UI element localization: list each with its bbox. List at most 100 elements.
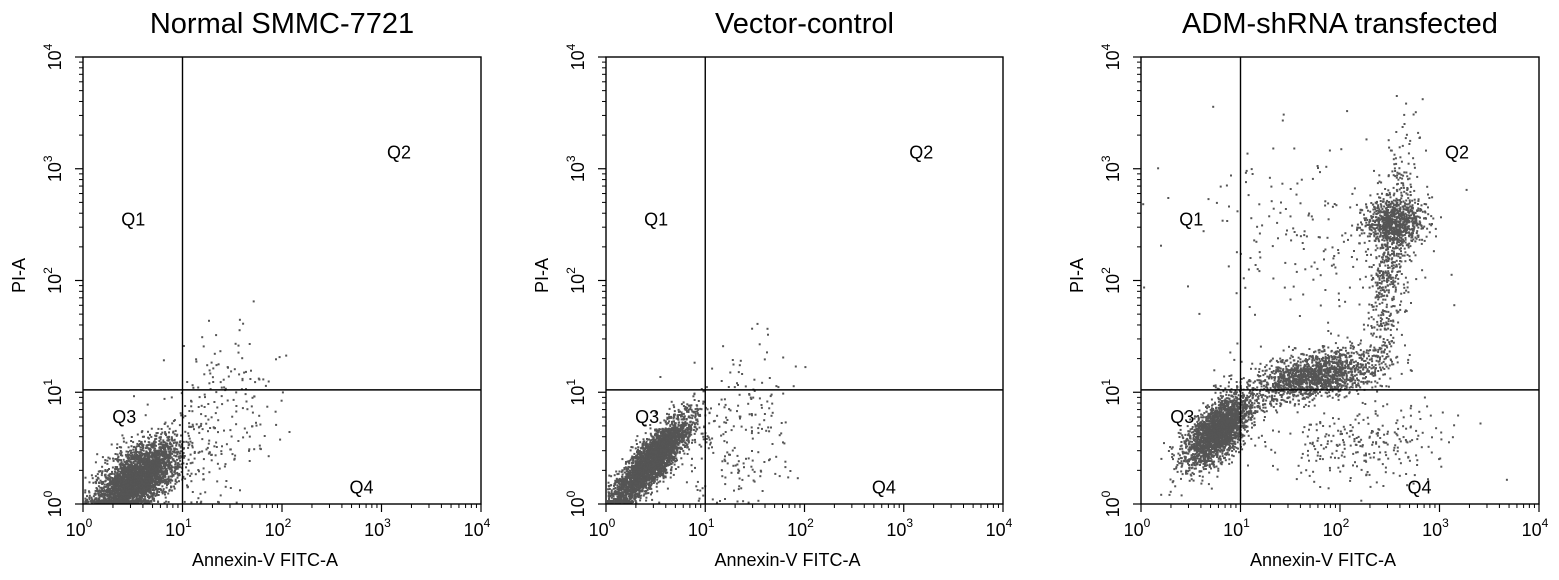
data-point [136, 461, 139, 464]
data-point [180, 445, 183, 448]
data-point [214, 454, 217, 457]
data-point [105, 477, 108, 480]
data-point [227, 366, 229, 369]
data-point [242, 436, 245, 439]
data-point [133, 499, 136, 502]
data-point [144, 440, 146, 443]
data-point [281, 391, 284, 394]
data-point [131, 458, 134, 461]
data-point [132, 483, 135, 486]
data-point [179, 412, 182, 415]
data-point [141, 449, 144, 452]
data-point [137, 470, 140, 472]
data-point [679, 430, 682, 433]
data-point [210, 454, 213, 456]
data-point [96, 453, 99, 456]
data-point [176, 448, 179, 451]
data-point [114, 476, 117, 479]
data-point [104, 498, 107, 501]
y-tick-label: 104 [41, 43, 65, 70]
data-point [118, 494, 121, 497]
data-point [119, 491, 122, 494]
data-point [158, 440, 161, 442]
data-point [120, 454, 122, 457]
data-point [174, 480, 177, 483]
data-point [154, 468, 156, 471]
data-point [162, 441, 165, 443]
data-point [154, 447, 157, 450]
data-point [129, 454, 132, 457]
data-point [158, 453, 161, 456]
data-point [168, 431, 170, 434]
data-point [94, 489, 97, 492]
data-point [165, 450, 168, 453]
data-point [144, 487, 147, 490]
data-point [153, 443, 156, 446]
data-point [141, 480, 144, 483]
data-point [110, 499, 113, 502]
data-point [126, 473, 129, 476]
data-point [668, 420, 671, 423]
data-point [217, 431, 219, 434]
data-point [113, 473, 116, 476]
data-point [148, 475, 151, 478]
data-point [238, 373, 241, 376]
data-point [201, 450, 204, 453]
data-point [184, 430, 187, 433]
y-tick-label: 102 [41, 267, 65, 294]
data-point [146, 487, 149, 490]
data-point [128, 486, 131, 489]
data-point [157, 481, 160, 484]
data-point [210, 361, 213, 364]
data-point [231, 415, 234, 418]
data-point [217, 419, 220, 422]
data-point [190, 480, 193, 483]
data-point [156, 466, 159, 469]
data-point [166, 482, 169, 485]
data-point [169, 453, 171, 456]
data-point [693, 393, 696, 396]
data-point [149, 455, 152, 458]
data-point [144, 447, 147, 450]
data-point [126, 475, 129, 478]
x-tick-label: 100 [66, 516, 93, 540]
data-point [127, 446, 130, 449]
data-point [157, 463, 160, 466]
data-point [152, 498, 155, 501]
data-point [621, 473, 624, 476]
data-point [166, 484, 168, 486]
data-point [163, 456, 166, 459]
data-point [241, 357, 244, 360]
data-point [100, 492, 103, 495]
data-point [157, 454, 160, 457]
data-point [129, 492, 132, 494]
data-point [191, 446, 194, 449]
data-point [164, 442, 167, 445]
data-point [161, 492, 164, 495]
data-point [215, 446, 218, 448]
data-point [111, 470, 113, 473]
data-point [114, 466, 117, 468]
data-point [224, 387, 227, 390]
data-point [144, 452, 147, 455]
data-point [158, 457, 161, 460]
data-point [105, 500, 108, 503]
data-point [104, 494, 107, 497]
data-point [214, 412, 217, 415]
data-point [96, 473, 99, 476]
data-point [251, 396, 254, 399]
data-point [154, 484, 156, 487]
data-point [209, 372, 212, 375]
data-point [100, 481, 103, 484]
data-point [654, 475, 657, 477]
data-point [105, 493, 108, 496]
data-point [111, 478, 114, 481]
data-point [178, 424, 181, 427]
data-point [107, 488, 110, 491]
data-point [139, 448, 142, 451]
data-point [108, 475, 111, 478]
data-point [105, 483, 108, 486]
data-point [145, 462, 147, 465]
data-point [234, 454, 237, 457]
data-point [108, 498, 111, 501]
